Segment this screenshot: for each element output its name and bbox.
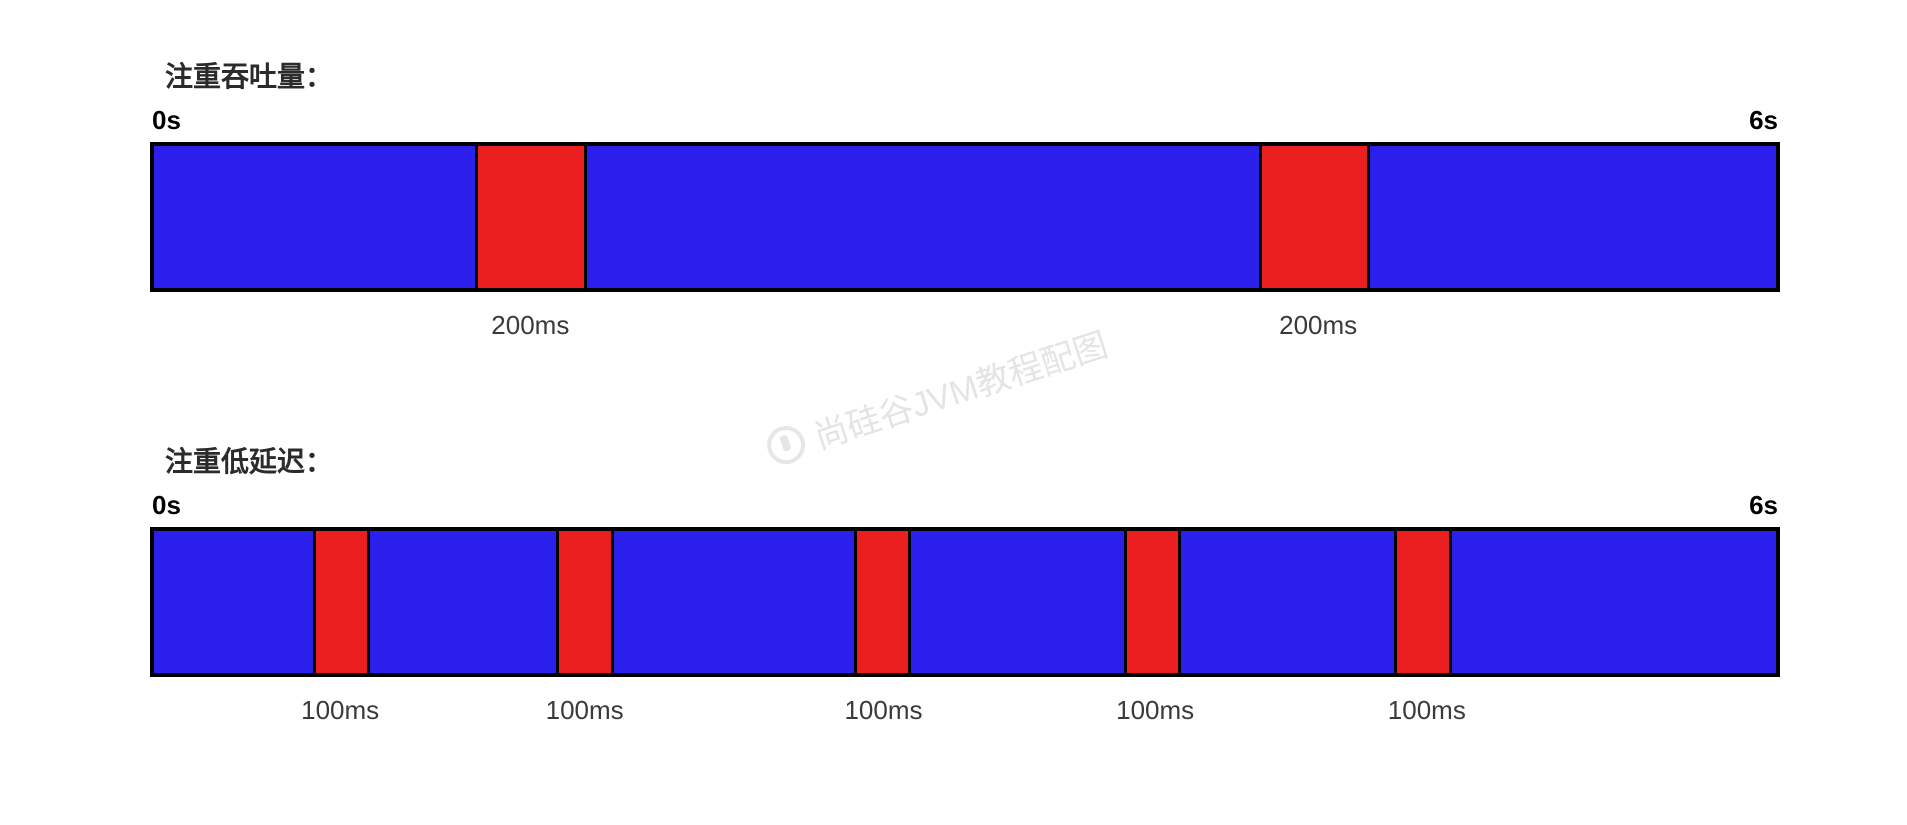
- duration-label: 100ms: [546, 695, 624, 726]
- section-title: 注重低延迟：: [165, 440, 1780, 480]
- run-segment: [614, 531, 857, 673]
- axis-start: 0s: [152, 490, 181, 521]
- run-segment: [587, 146, 1263, 288]
- axis-start: 0s: [152, 105, 181, 136]
- axis-end: 6s: [1749, 105, 1778, 136]
- pause-segment: [1127, 531, 1181, 673]
- run-segment: [911, 531, 1127, 673]
- run-segment: [370, 531, 559, 673]
- pause-segment: [478, 146, 586, 288]
- run-segment: [1370, 146, 1776, 288]
- timeline-section-0: 注重吞吐量： 0s 6s 200ms 200ms: [150, 55, 1780, 350]
- diagram-container: 注重吞吐量：0s6s200ms200ms注重低延迟：0s6s100ms100ms…: [150, 55, 1780, 825]
- run-segment: [1452, 531, 1776, 673]
- run-segment: [1181, 531, 1397, 673]
- duration-label: 100ms: [1388, 695, 1466, 726]
- duration-label: 100ms: [1116, 695, 1194, 726]
- duration-label: 200ms: [1279, 310, 1357, 341]
- pause-segment: [559, 531, 613, 673]
- section-title: 注重吞吐量：: [165, 55, 1780, 95]
- duration-label: 200ms: [491, 310, 569, 341]
- labels-row: 200ms 200ms: [150, 310, 1780, 350]
- run-segment: [154, 531, 316, 673]
- duration-label: 100ms: [844, 695, 922, 726]
- timeline-section-1: 注重低延迟： 0s 6s 100ms 100ms 100ms 100ms 100ms: [150, 440, 1780, 735]
- timeline-bar: [150, 142, 1780, 292]
- labels-row: 100ms 100ms 100ms 100ms 100ms: [150, 695, 1780, 735]
- pause-segment: [316, 531, 370, 673]
- axis-row: 0s 6s: [150, 105, 1780, 136]
- pause-segment: [1397, 531, 1451, 673]
- pause-segment: [857, 531, 911, 673]
- axis-row: 0s 6s: [150, 490, 1780, 521]
- run-segment: [154, 146, 478, 288]
- timeline-bar: [150, 527, 1780, 677]
- axis-end: 6s: [1749, 490, 1778, 521]
- duration-label: 100ms: [301, 695, 379, 726]
- pause-segment: [1262, 146, 1370, 288]
